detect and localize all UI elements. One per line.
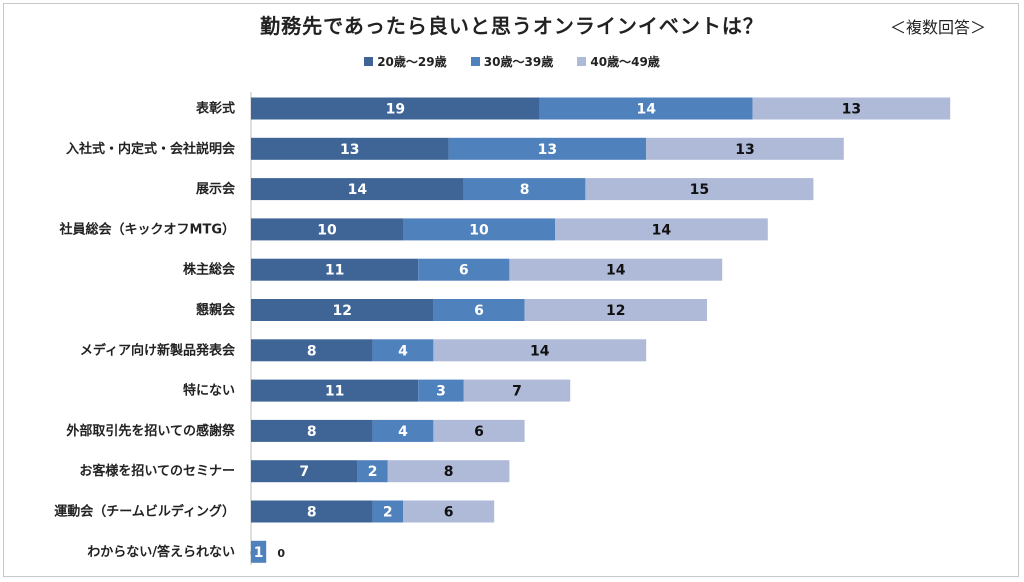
bar-segment-2 [463,178,586,201]
bar-segment-1 [251,339,373,362]
data-label: 14 [652,222,672,238]
bar-segment-2 [357,460,388,483]
data-label: 6 [459,263,469,279]
legend-item-series-1: 20歳～29歳 [364,53,447,70]
bar-segment-2 [403,218,555,241]
bar-segment-1 [251,137,449,160]
bar-segment-1 [251,258,419,281]
data-label: 8 [444,464,454,480]
category-label: メディア向け新製品発表会 [80,342,236,358]
legend: 20歳～29歳 30歳～39歳 40歳～49歳 [0,53,1024,70]
data-label: 8 [307,343,317,359]
data-label: 6 [474,424,484,440]
data-label: 8 [307,424,317,440]
data-label: 4 [398,424,408,440]
bar-segment-3 [509,258,723,281]
legend-label-1: 20歳～29歳 [377,55,447,69]
category-label: 特にない [183,383,235,399]
data-label: 6 [444,505,454,521]
data-label: 6 [474,303,484,319]
bar-segment-1 [251,178,464,201]
bar-segment-2 [251,540,267,563]
chart-title: 勤務先であったら良いと思うオンラインイベントは？ [260,14,764,38]
bar-segment-1 [251,379,419,402]
category-label: 懇親会 [196,302,236,318]
bar-segment-2 [372,500,403,523]
bar-segment-1 [251,419,373,442]
data-label: 10 [317,222,337,238]
data-label: 13 [340,142,359,158]
data-label: 14 [530,343,550,359]
bar-segment-3 [433,419,525,442]
bar-segment-3 [524,299,707,321]
data-label: 13 [842,102,861,118]
category-label: わからない/答えられない [87,544,235,560]
data-label: 12 [332,303,351,319]
data-label: 15 [690,182,709,198]
bar-segment-1 [251,299,434,321]
category-label: 表彰式 [195,101,235,117]
legend-swatch-1 [364,57,374,66]
bar-segment-3 [555,218,768,241]
data-label: 12 [606,303,625,319]
legend-item-series-2: 30歳～39歳 [470,53,554,70]
category-label: 株主総会 [183,262,236,278]
bar-segment-2 [372,419,434,442]
data-label: 3 [436,384,446,400]
bar-segment-3 [387,460,510,483]
bar-segment-3 [403,500,495,523]
bar-segment-1 [251,500,373,523]
category-label: 社員総会（キックオフMTG） [59,221,235,237]
bar-segment-2 [418,258,510,281]
data-label: 14 [636,102,656,118]
bar-segment-3 [752,97,951,120]
legend-item-series-3: 40歳～49歳 [577,53,660,70]
data-label: 8 [520,182,530,198]
data-label: 19 [386,102,405,118]
legend-label-3: 40歳～49歳 [590,55,660,69]
data-label: 13 [735,142,754,158]
bar-segment-3 [463,379,571,402]
category-label: 展示会 [196,181,236,197]
bar-segment-1 [251,460,358,483]
legend-swatch-2 [470,57,480,66]
bar-segment-2 [539,97,753,120]
data-label: 11 [325,263,344,279]
data-label: 7 [512,384,522,400]
bar-segment-1 [251,97,540,120]
data-label: 4 [398,343,408,359]
data-label: 2 [383,505,393,521]
category-label: 外部取引先を招いての感謝祭 [65,423,236,439]
data-label: 13 [538,142,557,158]
data-label: 2 [368,464,378,480]
legend-label-2: 30歳～39歳 [483,55,554,69]
bar-segment-3 [433,339,647,362]
bar-segment-3 [585,178,814,201]
bar-segment-2 [372,339,434,362]
bar-segment-1 [251,218,403,241]
category-label: 運動会（チームビルディング） [54,504,235,520]
bar-segment-2 [448,137,647,160]
bar-segment-2 [418,379,464,402]
legend-swatch-3 [577,57,587,66]
data-label: 14 [606,263,626,279]
data-label: 10 [469,222,489,238]
category-label: お客様を招いてのセミナー [79,463,235,479]
category-label: 入社式・内定式・会社説明会 [66,141,236,157]
data-label: 8 [307,505,317,521]
bar-segment-2 [433,299,525,321]
response-note: ＜複数回答＞ [889,18,986,37]
data-label: 7 [299,464,309,480]
data-label: 0 [277,547,285,560]
data-label: 11 [325,384,344,400]
bar-segment-3 [646,137,844,160]
data-label: 1 [254,545,264,561]
data-label: 14 [348,182,368,198]
